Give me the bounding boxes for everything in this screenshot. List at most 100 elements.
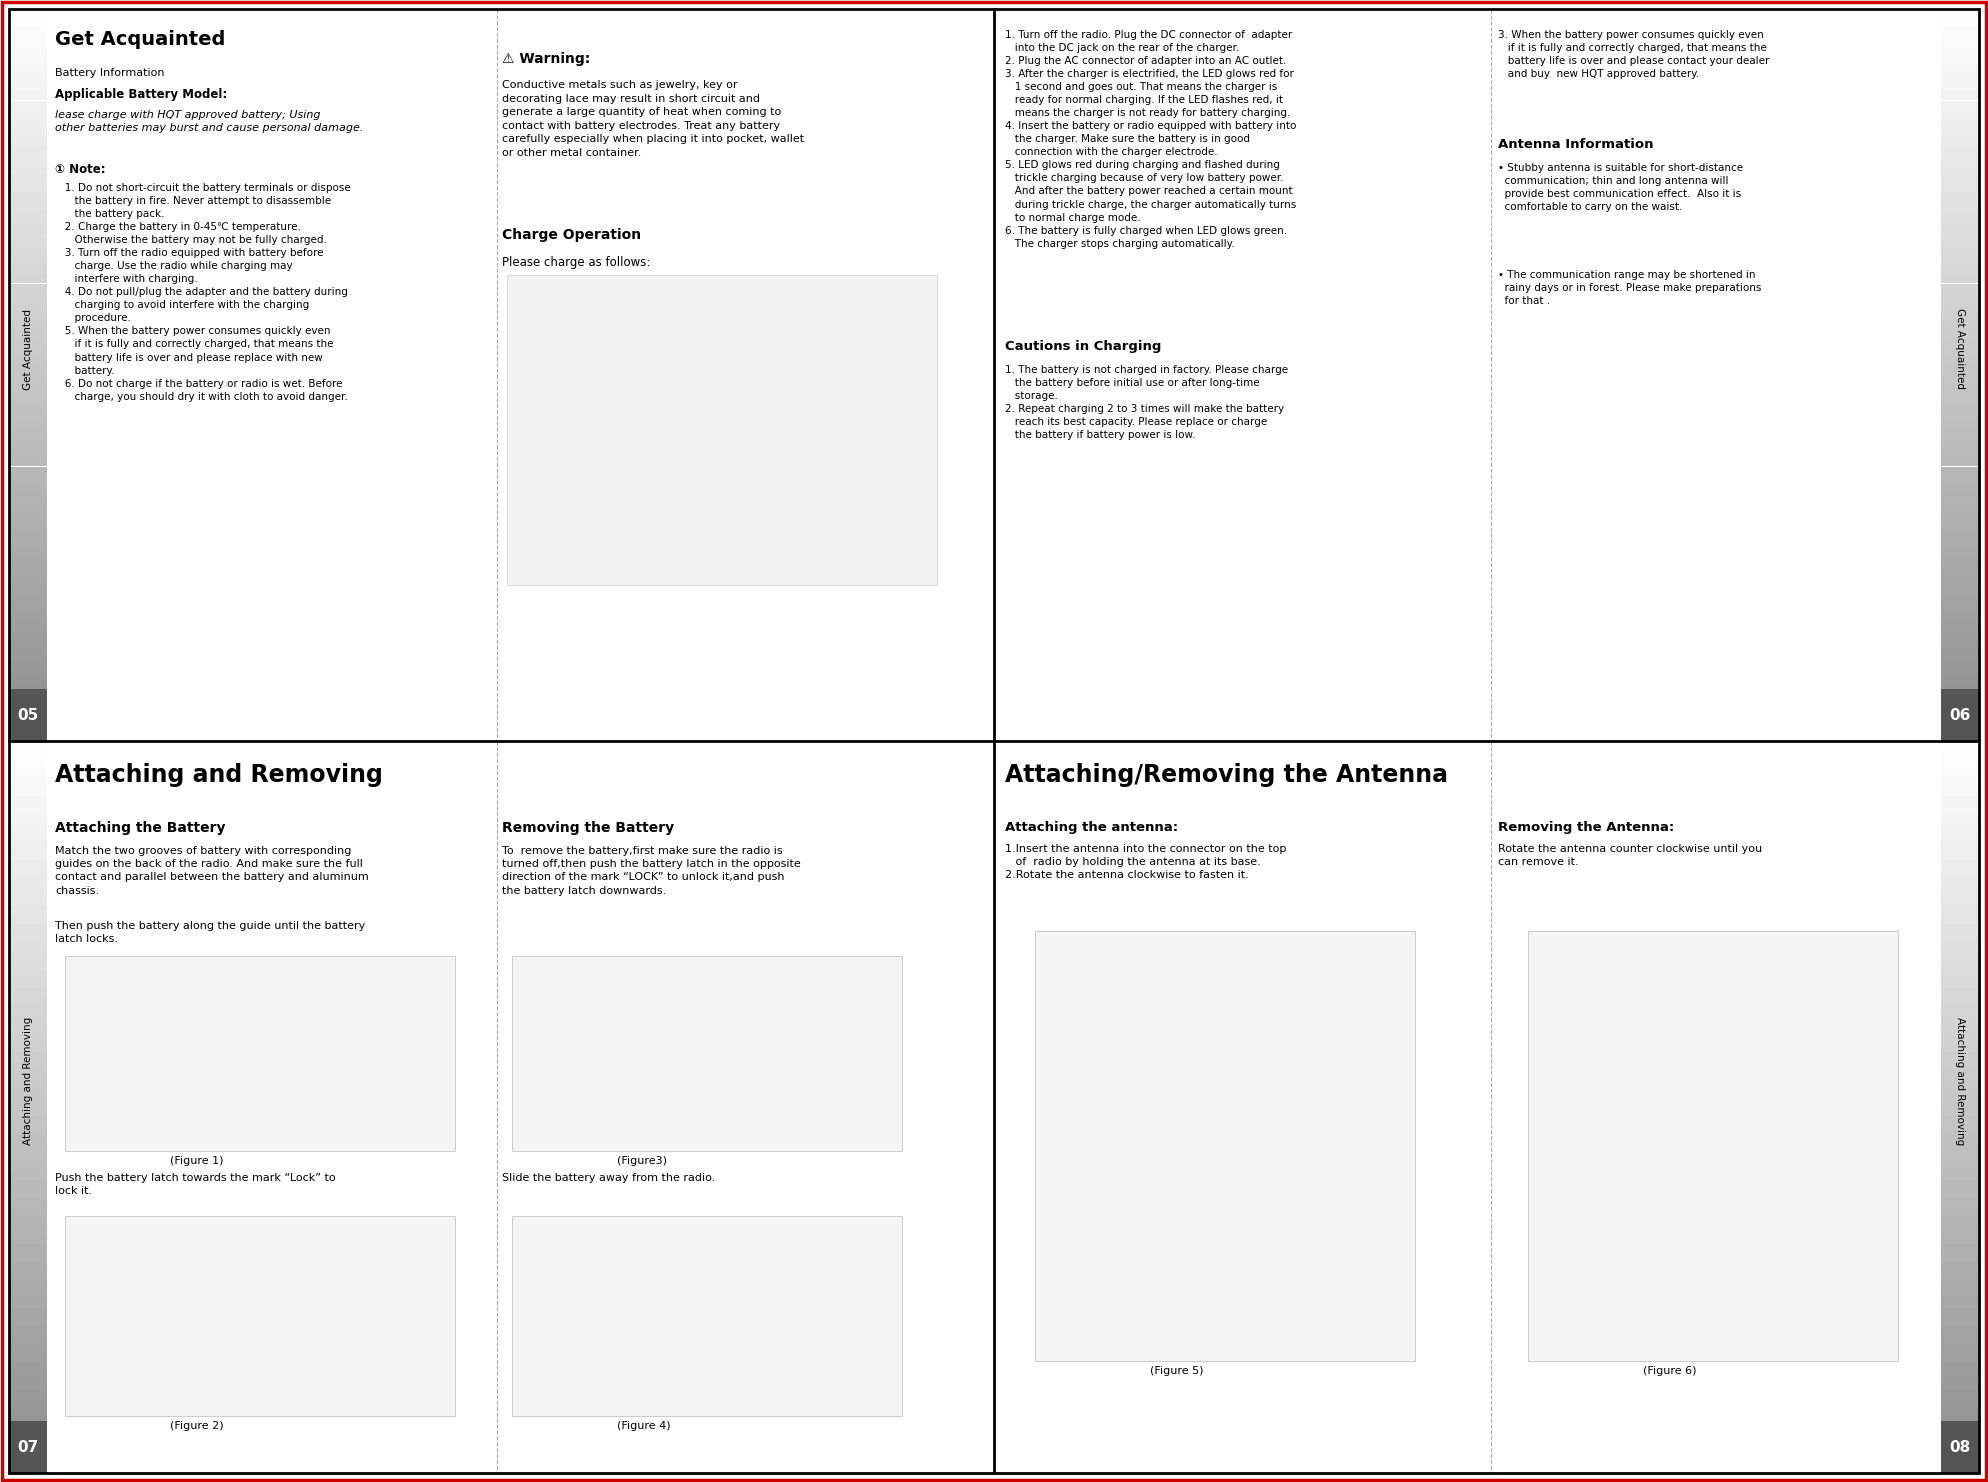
Bar (10, 1144, 48, 1153)
Text: Attaching/Removing the Antenna: Attaching/Removing the Antenna (1006, 763, 1447, 787)
Bar (10, 906, 48, 914)
Bar (10, 585, 48, 594)
Bar (1940, 1289, 1978, 1300)
Bar (1940, 476, 1978, 485)
Bar (10, 302, 48, 311)
Bar (10, 448, 48, 458)
Bar (1940, 494, 1978, 502)
Bar (10, 320, 48, 329)
Bar (1940, 9, 1978, 18)
Bar (1940, 320, 1978, 329)
Text: 08: 08 (1950, 1439, 1970, 1454)
Bar (1940, 1421, 1978, 1473)
Bar (1940, 1190, 1978, 1199)
Bar (10, 430, 48, 439)
Bar (1940, 1208, 1978, 1217)
Bar (10, 879, 48, 888)
Bar (10, 723, 48, 732)
Bar (10, 393, 48, 403)
Bar (10, 1070, 48, 1079)
Bar (10, 622, 48, 631)
Bar (10, 888, 48, 897)
Text: Slide the battery away from the radio.: Slide the battery away from the radio. (503, 1172, 716, 1183)
Text: 07: 07 (18, 1439, 38, 1454)
Text: Cautions in Charging: Cautions in Charging (1006, 339, 1161, 353)
Bar (10, 283, 48, 292)
Bar (1940, 531, 1978, 539)
Bar (1940, 384, 1978, 393)
Bar (10, 1089, 48, 1098)
Text: Then push the battery along the guide until the battery
latch locks.: Then push the battery along the guide un… (56, 920, 366, 944)
Text: ① Note:: ① Note: (56, 163, 105, 176)
Bar (1940, 851, 1978, 860)
Text: (Figure 1): (Figure 1) (171, 1156, 223, 1166)
Bar (1940, 868, 1978, 879)
Bar (1940, 1263, 1978, 1272)
Bar (10, 695, 48, 704)
Bar (1940, 292, 1978, 302)
Text: (Figure 4): (Figure 4) (616, 1421, 670, 1432)
Bar (1940, 980, 1978, 988)
Bar (10, 247, 48, 256)
Bar (1940, 769, 1978, 778)
Bar (10, 82, 48, 92)
Bar (10, 119, 48, 127)
Bar (1940, 1034, 1978, 1043)
Bar (10, 348, 48, 357)
Bar (10, 1107, 48, 1116)
Bar (1940, 649, 1978, 658)
Bar (10, 9, 48, 18)
Text: (Figure 5): (Figure 5) (1149, 1366, 1203, 1375)
Bar (10, 576, 48, 585)
Bar (1940, 548, 1978, 559)
Text: Attaching and Removing: Attaching and Removing (1954, 1017, 1964, 1146)
Bar (10, 1464, 48, 1473)
Bar (10, 502, 48, 513)
Bar (1940, 348, 1978, 357)
Bar (1940, 1344, 1978, 1355)
Bar (1940, 732, 1978, 741)
Bar (10, 1190, 48, 1199)
Bar (1940, 338, 1978, 348)
Bar (1940, 156, 1978, 165)
Bar (10, 274, 48, 283)
Bar (1940, 119, 1978, 127)
Bar (10, 73, 48, 82)
Text: • The communication range may be shortened in
  rainy days or in forest. Please : • The communication range may be shorten… (1499, 270, 1761, 307)
Bar (10, 1300, 48, 1309)
Bar (1940, 1254, 1978, 1263)
Bar (1940, 219, 1978, 228)
Bar (1940, 265, 1978, 274)
Bar (1940, 237, 1978, 247)
Bar (10, 1263, 48, 1272)
Bar (10, 193, 48, 202)
Bar (1940, 568, 1978, 576)
Bar (10, 594, 48, 603)
Bar (10, 37, 48, 46)
Bar (1940, 522, 1978, 531)
Bar (10, 1344, 48, 1355)
Bar (1940, 1309, 1978, 1317)
Bar (1940, 741, 1978, 750)
Bar (1940, 1226, 1978, 1235)
Bar (10, 851, 48, 860)
Bar (1940, 210, 1978, 219)
Bar (1940, 1390, 1978, 1400)
Bar (10, 1226, 48, 1235)
Bar (10, 1355, 48, 1363)
Bar (1940, 824, 1978, 833)
Bar (10, 1245, 48, 1254)
Bar (1940, 585, 1978, 594)
Bar (1940, 1300, 1978, 1309)
Bar (10, 1235, 48, 1245)
Bar (1940, 1280, 1978, 1289)
Bar (1940, 923, 1978, 934)
Bar (1940, 814, 1978, 824)
Text: 1.Insert the antenna into the connector on the top
   of  radio by holding the a: 1.Insert the antenna into the connector … (1006, 845, 1286, 880)
Bar (1940, 439, 1978, 448)
Bar (10, 943, 48, 951)
Bar (10, 960, 48, 969)
Bar (10, 1052, 48, 1061)
Bar (1940, 879, 1978, 888)
Bar (10, 704, 48, 713)
